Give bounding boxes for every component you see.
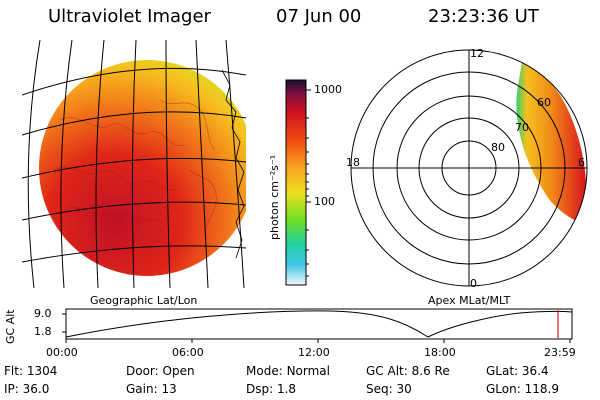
mlt-label-0: 0 xyxy=(470,277,477,290)
coast-outline-east xyxy=(221,69,245,259)
mlat-label-60: 60 xyxy=(537,96,551,109)
altitude-xtick-2359: 23:59 xyxy=(544,346,576,359)
altitude-ylabel: GC Alt xyxy=(4,309,17,344)
date-label: 07 Jun 00 xyxy=(276,6,362,27)
apex-label: Apex MLat/MLT xyxy=(428,294,511,307)
footer-flt-val: 1304 xyxy=(26,364,58,378)
altitude-ytick-1.8: 1.8 xyxy=(34,325,52,338)
footer-seq: Seq: 30 xyxy=(366,382,412,396)
altitude-xtick-1800: 18:00 xyxy=(424,346,456,359)
colorbar-unit-label: photon cm⁻²s⁻¹ xyxy=(268,154,281,240)
footer-gc-alt-val: 8.6 Re xyxy=(411,364,450,378)
altitude-xtick-1200: 12:00 xyxy=(298,346,330,359)
footer-mode-key: Mode: xyxy=(246,364,283,378)
instrument-title: Ultraviolet Imager xyxy=(48,6,211,27)
mlat-label-70: 70 xyxy=(515,121,529,134)
colorbar-tick-1000: 1000 xyxy=(314,83,342,96)
footer-mode: Mode: Normal xyxy=(246,364,330,378)
footer-flt: Flt: 1304 xyxy=(4,364,57,378)
altitude-curve xyxy=(65,310,573,338)
footer-dsp: Dsp: 1.8 xyxy=(246,382,296,396)
lat-lon-grid xyxy=(22,40,246,288)
footer-glat: GLat: 36.4 xyxy=(486,364,549,378)
time-label: 23:23:36 UT xyxy=(428,6,539,27)
geographic-panel xyxy=(22,40,246,288)
coastlines xyxy=(54,99,217,231)
footer-dsp-key: Dsp: xyxy=(246,382,274,396)
footer-gain: Gain: 13 xyxy=(126,382,177,396)
geographic-label: Geographic Lat/Lon xyxy=(90,294,198,307)
footer-gain-val: 13 xyxy=(161,382,177,396)
footer-ip: IP: 36.0 xyxy=(4,382,49,396)
footer-mode-val: Normal xyxy=(286,364,330,378)
aurora-oval xyxy=(516,62,586,222)
footer-dsp-val: 1.8 xyxy=(276,382,297,396)
mlt-label-18: 18 xyxy=(346,156,360,169)
footer-door-key: Door: xyxy=(126,364,159,378)
footer-seq-key: Seq: xyxy=(366,382,393,396)
globe-image xyxy=(39,60,246,276)
altitude-plot xyxy=(62,308,573,343)
footer-glon-val: 118.9 xyxy=(524,382,559,396)
footer-ip-val: 36.0 xyxy=(22,382,50,396)
colorbar-tick-100: 100 xyxy=(314,195,335,208)
altitude-xtick-0600: 06:00 xyxy=(172,346,204,359)
mlat-label-80: 80 xyxy=(491,141,505,154)
colorbar xyxy=(285,79,311,286)
polar-panel xyxy=(350,49,588,287)
footer-glat-key: GLat: xyxy=(486,364,519,378)
altitude-ytick-9: 9.0 xyxy=(34,307,52,320)
footer-gc-alt-key: GC Alt: xyxy=(366,364,408,378)
footer-door: Door: Open xyxy=(126,364,195,378)
footer-gain-key: Gain: xyxy=(126,382,158,396)
footer-flt-key: Flt: xyxy=(4,364,23,378)
altitude-xtick-0000: 00:00 xyxy=(46,346,78,359)
footer-glon-key: GLon: xyxy=(486,382,521,396)
footer-seq-val: 30 xyxy=(396,382,412,396)
mlt-label-6: 6 xyxy=(578,156,585,169)
footer-glon: GLon: 118.9 xyxy=(486,382,559,396)
footer-glat-val: 36.4 xyxy=(521,364,549,378)
footer-door-val: Open xyxy=(162,364,195,378)
footer-gc-alt: GC Alt: 8.6 Re xyxy=(366,364,450,378)
footer-ip-key: IP: xyxy=(4,382,19,396)
mlt-label-12: 12 xyxy=(470,47,484,60)
